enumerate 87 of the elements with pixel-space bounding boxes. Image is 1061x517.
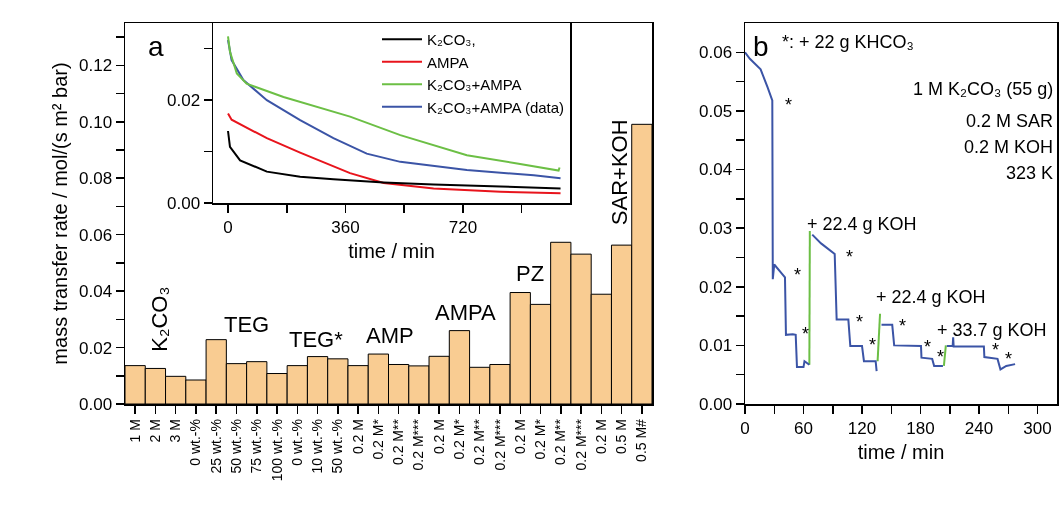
x-tick-label: 0.2 M** xyxy=(552,418,569,466)
x-tick-label: 0.2 M*** xyxy=(410,418,427,471)
x-tick-label: 0.5 M xyxy=(613,419,630,455)
annotation: PZ xyxy=(516,261,545,286)
x-tick-label: 0.2 M* xyxy=(532,418,549,460)
line-series xyxy=(227,130,562,190)
annotation: * xyxy=(992,340,1000,360)
annotation: * xyxy=(1005,349,1013,369)
x-tick-label: 0.2 M xyxy=(349,419,366,455)
annotation: * xyxy=(869,335,877,355)
x-tick-label: 300 xyxy=(1023,418,1052,438)
x-tick-label: 0 xyxy=(740,418,750,438)
x-tick-label: 180 xyxy=(906,418,935,438)
x-tick-label: 0.2 M xyxy=(430,419,447,455)
annotation: AMPA xyxy=(435,300,497,325)
y-tick-label: 0.06 xyxy=(699,43,733,63)
legend-label: AMPA xyxy=(427,53,469,71)
x-tick-label: 75 wt.-% xyxy=(248,419,265,474)
annotation: SAR+KOH xyxy=(606,119,632,226)
x-tick-label: 720 xyxy=(448,217,478,237)
annotation: b xyxy=(753,31,769,62)
x-tick-label: 360 xyxy=(331,217,360,237)
x-axis-title: time / min xyxy=(857,441,945,464)
x-tick-label: 10 wt.-% xyxy=(309,419,326,474)
annotation: K₂CO₃ xyxy=(147,286,173,352)
y-tick-label: 0.00 xyxy=(79,394,113,414)
annotation: + 22.4 g KOH xyxy=(807,214,917,234)
y-tick-label: 0.08 xyxy=(79,169,113,189)
x-tick-label: 60 xyxy=(794,418,813,438)
y-tick-label: 0.02 xyxy=(167,91,201,111)
annotation: * xyxy=(856,312,864,332)
annotation: 0.2 M SAR xyxy=(966,111,1054,131)
annotation: TEG* xyxy=(289,327,344,352)
x-tick-label: 50 wt.-% xyxy=(228,419,245,474)
y-tick-label: 0.10 xyxy=(79,112,113,132)
annotation: 0.2 M KOH xyxy=(964,137,1054,157)
x-tick-label: 0.2 M xyxy=(592,419,609,455)
x-tick-label: 3 M xyxy=(167,419,184,443)
x-tick-label: 0.2 M xyxy=(511,419,528,455)
x-tick-label: 0 wt.-% xyxy=(187,419,204,466)
y-tick-label: 0.05 xyxy=(699,101,733,121)
y-tick-label: 0.01 xyxy=(699,336,733,356)
annotation: + 22.4 g KOH xyxy=(876,287,986,307)
x-tick-label: 0.5 M# xyxy=(633,418,650,462)
y-axis-title: mass transfer rate / mol/(s m² bar) xyxy=(48,62,71,365)
y-tick-label: 0.12 xyxy=(79,56,113,76)
annotation: * xyxy=(899,316,907,336)
legend-label: K₂CO₃, xyxy=(427,31,476,49)
x-axis-title: time / min xyxy=(348,240,435,263)
legend-label: K₂CO₃+AMPA xyxy=(427,76,522,94)
y-tick-label: 0.02 xyxy=(699,277,733,297)
x-tick-label: 0.2 M*** xyxy=(572,418,589,471)
annotation: a xyxy=(148,31,164,62)
annotation: * xyxy=(937,347,945,367)
annotation: *: + 22 g KHCO₃ xyxy=(782,32,914,52)
x-tick-label: 25 wt.-% xyxy=(207,419,224,474)
x-tick-label: 0.2 M* xyxy=(450,418,467,460)
x-tick-label: 0 xyxy=(223,217,233,237)
annotation: 1 M K₂CO₃ (55 g) xyxy=(913,79,1054,99)
annotation: * xyxy=(794,265,802,285)
x-tick-label: 0.2 M** xyxy=(390,418,407,466)
x-tick-label: 120 xyxy=(847,418,877,438)
annotation: AMP xyxy=(366,323,414,348)
y-tick-label: 0.04 xyxy=(79,282,113,302)
x-tick-label: 240 xyxy=(964,418,994,438)
legend-label: K₂CO₃+AMPA (data) xyxy=(427,98,565,116)
y-tick-label: 0.03 xyxy=(699,219,733,239)
x-tick-label: 50 wt.-% xyxy=(329,419,346,474)
x-tick-label: 1 M xyxy=(126,419,143,443)
x-tick-label: 0 wt.-% xyxy=(288,419,305,466)
annotation: + 33.7 g KOH xyxy=(937,320,1047,340)
y-tick-label: 0.04 xyxy=(699,160,733,180)
annotation: * xyxy=(802,324,810,344)
x-tick-label: 2 M xyxy=(146,419,163,443)
y-tick-label: 0.06 xyxy=(79,225,113,245)
y-tick-label: 0.00 xyxy=(167,193,201,213)
annotation: * xyxy=(924,337,932,357)
y-tick-label: 0.00 xyxy=(699,394,733,414)
y-tick-label: 0.02 xyxy=(79,338,113,358)
annotation: * xyxy=(785,95,793,115)
x-tick-label: 0.2 M** xyxy=(471,418,488,466)
annotation: 323 K xyxy=(1006,163,1054,183)
x-tick-label: 100 wt.-% xyxy=(268,419,285,482)
annotation: TEG xyxy=(224,312,270,337)
annotation: * xyxy=(846,247,854,267)
x-tick-label: 0.2 M*** xyxy=(491,418,508,471)
x-tick-label: 0.2 M* xyxy=(369,418,386,460)
